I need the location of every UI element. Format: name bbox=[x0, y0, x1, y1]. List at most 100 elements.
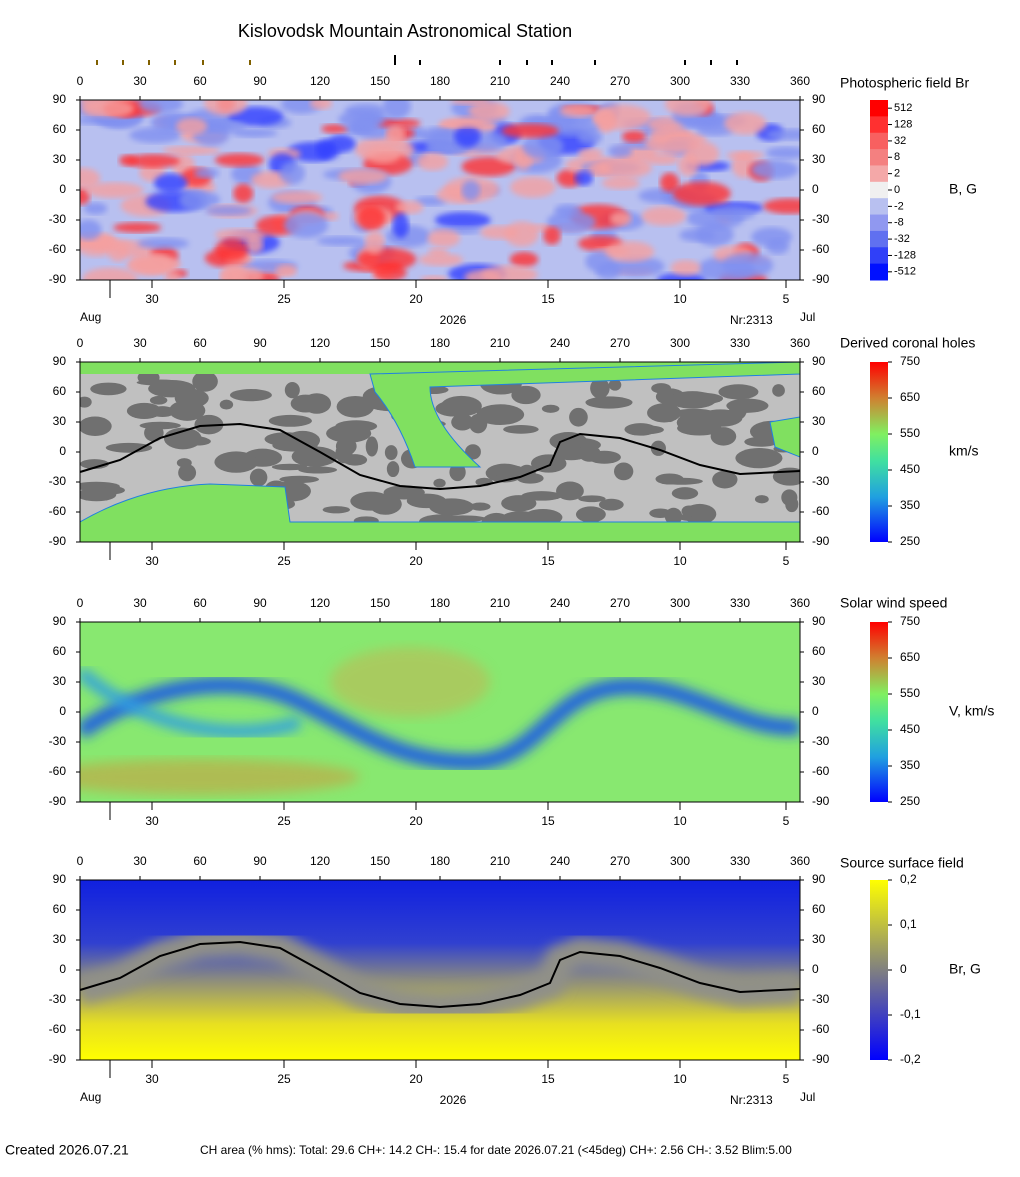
y-tick-label-right: 0 bbox=[812, 182, 819, 196]
y-tick-label: 60 bbox=[53, 644, 67, 658]
colorbar-cell bbox=[870, 214, 888, 232]
y-tick-label-right: 30 bbox=[812, 414, 826, 428]
x-tick-label: 0 bbox=[77, 854, 84, 868]
colorbar-label: 2 bbox=[894, 168, 900, 180]
x-tick-label: 60 bbox=[193, 336, 207, 350]
y-tick-label-right: -90 bbox=[812, 272, 830, 286]
colorbar-label: 0 bbox=[894, 184, 900, 196]
x-tick-label: 270 bbox=[610, 74, 630, 88]
gray-patch bbox=[710, 427, 737, 446]
y-tick-label-right: 30 bbox=[812, 932, 826, 946]
month-left: Aug bbox=[80, 1090, 101, 1104]
y-tick-label-right: 90 bbox=[812, 614, 826, 628]
x-tick-label: 0 bbox=[77, 596, 84, 610]
field-patch bbox=[608, 144, 633, 158]
y-tick-label-right: 0 bbox=[812, 962, 819, 976]
gray-patch bbox=[624, 423, 657, 436]
date-tick-label: 30 bbox=[145, 1072, 159, 1086]
colorbar-label: 32 bbox=[894, 135, 906, 147]
colorbar bbox=[870, 880, 888, 1060]
top-markers bbox=[96, 60, 251, 65]
y-tick-label-right: 30 bbox=[812, 674, 826, 688]
field-patch bbox=[596, 156, 653, 179]
field-patch bbox=[376, 118, 421, 129]
rotation-number: Nr:2313 bbox=[730, 313, 773, 327]
date-tick-label: 15 bbox=[541, 292, 555, 306]
x-tick-label: 30 bbox=[133, 596, 147, 610]
y-tick-label: 60 bbox=[53, 122, 67, 136]
x-tick-label: 30 bbox=[133, 74, 147, 88]
field-patch bbox=[722, 252, 774, 278]
colorbar-label: 750 bbox=[900, 354, 920, 368]
colorbar-title: Source surface field bbox=[840, 855, 964, 871]
field-patch bbox=[83, 202, 108, 215]
gray-patch bbox=[649, 508, 672, 518]
gray-patch bbox=[90, 382, 127, 396]
colorbar-cell bbox=[870, 149, 888, 166]
hole-s bbox=[80, 483, 800, 542]
y-tick-label-right: -30 bbox=[812, 734, 830, 748]
x-tick-label: 210 bbox=[490, 336, 510, 350]
field-patch bbox=[546, 120, 599, 137]
date-tick-label: 20 bbox=[409, 1072, 423, 1086]
gray-patch bbox=[284, 381, 300, 399]
gray-patch bbox=[772, 467, 800, 486]
gray-patch bbox=[440, 395, 482, 417]
y-tick-label-right: 30 bbox=[812, 152, 826, 166]
field-patch bbox=[385, 125, 405, 145]
date-tick-label: 15 bbox=[541, 814, 555, 828]
field-patch bbox=[204, 100, 248, 116]
field-patch bbox=[139, 100, 184, 114]
field-patch bbox=[414, 196, 447, 206]
field-patch bbox=[645, 153, 680, 165]
field-patch bbox=[204, 205, 252, 216]
date-tick-label: 15 bbox=[541, 554, 555, 568]
y-tick-label: 0 bbox=[59, 444, 66, 458]
y-tick-label: -60 bbox=[49, 242, 67, 256]
gray-patch bbox=[476, 404, 525, 425]
date-tick-label: 25 bbox=[277, 814, 291, 828]
gray-patch bbox=[578, 495, 606, 503]
y-tick-label-right: 0 bbox=[812, 444, 819, 458]
field-patch bbox=[228, 106, 284, 127]
field-patch bbox=[766, 128, 800, 141]
gray-patch bbox=[80, 396, 92, 408]
date-tick-label: 10 bbox=[673, 292, 687, 306]
field-patch bbox=[230, 128, 278, 138]
x-tick-label: 150 bbox=[370, 596, 390, 610]
map-image bbox=[80, 362, 800, 542]
field-patch bbox=[119, 154, 138, 167]
field-patch bbox=[81, 100, 135, 119]
x-tick-label: 360 bbox=[790, 596, 810, 610]
field-patch bbox=[556, 169, 582, 188]
field-patch bbox=[434, 212, 491, 229]
year-label: 2026 bbox=[440, 1093, 467, 1107]
neutral-line bbox=[79, 422, 801, 491]
gray-patch bbox=[650, 440, 666, 456]
gray-patch bbox=[386, 461, 400, 478]
date-tick-label: 15 bbox=[541, 1072, 555, 1086]
date-tick-label: 5 bbox=[783, 292, 790, 306]
field-patch bbox=[605, 241, 655, 263]
field-patch bbox=[321, 124, 348, 134]
gray-patch bbox=[369, 493, 402, 515]
field-patch bbox=[578, 148, 603, 160]
gray-patch bbox=[772, 384, 785, 397]
y-tick-label: -90 bbox=[49, 794, 67, 808]
colorbar-title: Solar wind speed bbox=[840, 595, 947, 611]
y-tick-label: 30 bbox=[53, 414, 67, 428]
field-patch bbox=[194, 168, 220, 179]
field-patch bbox=[765, 146, 800, 159]
x-tick-label: 150 bbox=[370, 854, 390, 868]
colorbar-label: -0,2 bbox=[900, 1052, 921, 1066]
colorbar-label: 8 bbox=[894, 151, 900, 163]
field-patch bbox=[84, 182, 144, 199]
x-tick-label: 0 bbox=[77, 74, 84, 88]
colorbar-label: 450 bbox=[900, 722, 920, 736]
top-markers-dark bbox=[394, 55, 738, 65]
colorbar-label: -128 bbox=[894, 249, 916, 261]
y-tick-label: -60 bbox=[49, 1022, 67, 1036]
colorbar-label: 0,1 bbox=[900, 917, 917, 931]
x-tick-label: 210 bbox=[490, 596, 510, 610]
field-patch bbox=[641, 206, 687, 226]
